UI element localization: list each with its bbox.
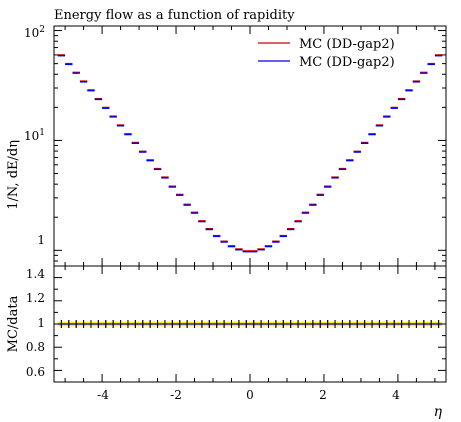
ratio-tick-label-0.8: 0.8 [26, 340, 45, 354]
legend: MC (DD-gap2) MC (DD-gap2) [258, 37, 395, 70]
y-tick-label-100: 102 [24, 25, 45, 40]
x-tick-label-0: 0 [246, 388, 254, 402]
legend-label-1: MC (DD-gap2) [299, 37, 395, 52]
ratio-tick-label-0.6: 0.6 [26, 365, 45, 379]
ratio-y-axis-label: MC/data [6, 295, 21, 352]
legend-label-2: MC (DD-gap2) [299, 55, 395, 70]
x-tick-label--4: -4 [97, 388, 109, 402]
main-series-group [57, 54, 443, 253]
x-axis-label: η [434, 404, 443, 420]
x-tick-label-2: 2 [319, 388, 327, 402]
y-tick-label-10: 101 [24, 128, 45, 143]
x-tick-label--2: -2 [170, 388, 182, 402]
ratio-tick-label-1.2: 1.2 [26, 291, 45, 305]
ratio-tick-label-1.4: 1.4 [26, 267, 45, 281]
y-axis-label: 1/N, dE/dη [6, 140, 21, 210]
y-tick-label-1: 1 [37, 233, 45, 247]
ratio-series-group [54, 320, 446, 328]
chart-title: Energy flow as a function of rapidity [54, 8, 295, 23]
main-axis-ticks [54, 26, 446, 266]
ratio-tick-label-1: 1 [37, 316, 45, 330]
x-tick-label-4: 4 [392, 388, 400, 402]
